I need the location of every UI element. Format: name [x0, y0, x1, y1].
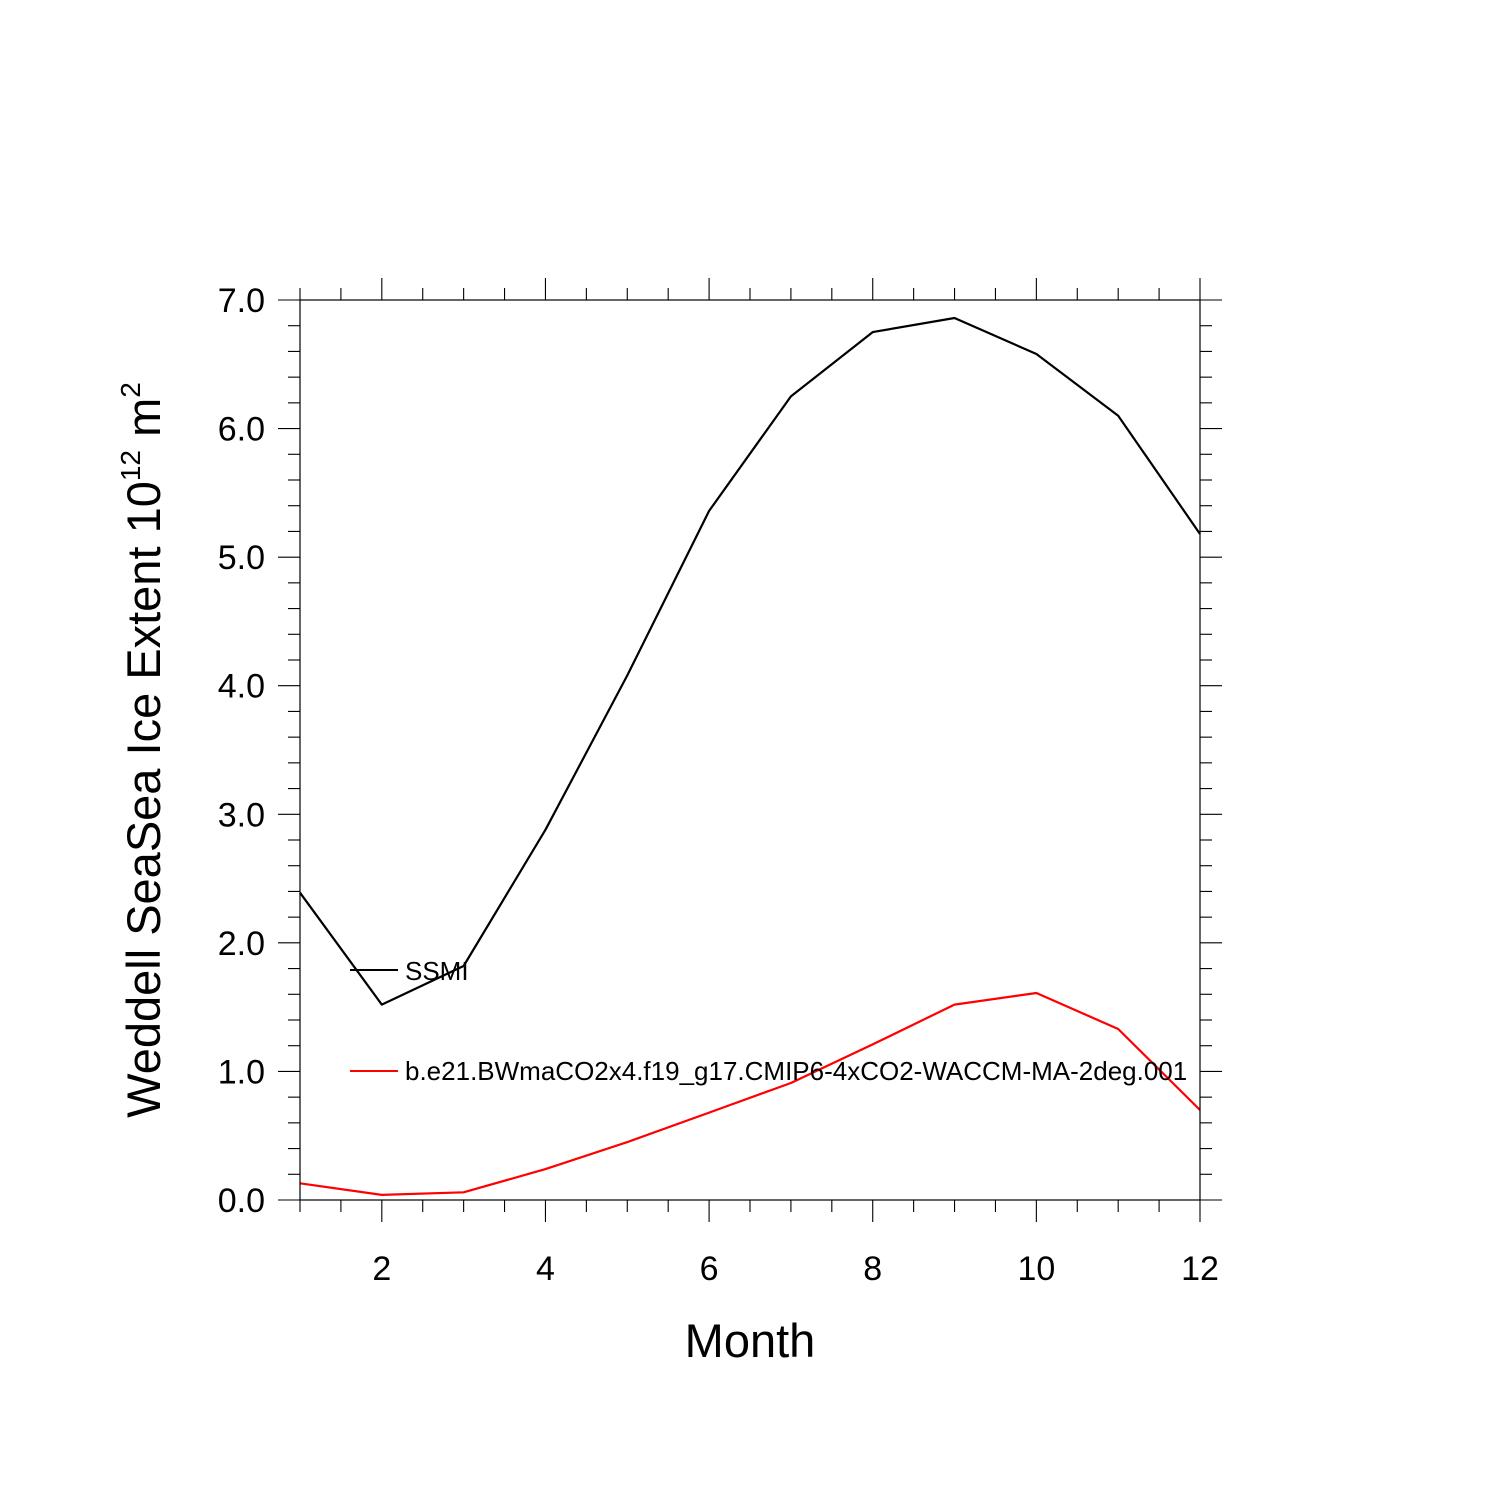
x-axis-label: Month: [685, 1314, 816, 1367]
legend-label-model: b.e21.BWmaCO2x4.f19_g17.CMIP6-4xCO2-WACC…: [405, 1056, 1187, 1086]
y-axis-label-main: Weddell SeaSea Ice Extent 10: [117, 481, 170, 1118]
x-tick-label: 6: [700, 1250, 719, 1288]
x-tick-label: 8: [863, 1250, 882, 1288]
y-tick-label: 5.0: [218, 539, 265, 577]
x-tick-label: 4: [536, 1250, 555, 1288]
y-axis-label-exponent: 12: [115, 450, 146, 481]
y-axis-label-unit: m: [117, 398, 170, 437]
series-line-1: [299, 991, 1201, 1197]
x-tick-label: 12: [1181, 1250, 1219, 1288]
y-tick-label: 1.0: [218, 1053, 265, 1091]
series-layer: [299, 316, 1201, 1197]
plot-frame: [299, 299, 1201, 1201]
x-tick-label: 2: [372, 1250, 391, 1288]
tick-labels: 2 4 6 8 10 12 0.0 1.0 2.0 3.0 4.0 5.0 6.0 7.0: [218, 282, 1219, 1288]
legend-label-ssmi: SSMI: [405, 956, 469, 986]
series-line-0: [299, 316, 1201, 1006]
y-axis-label-unit-exponent: 2: [115, 382, 146, 398]
y-tick-label: 6.0: [218, 411, 265, 449]
x-tick-label: 10: [1017, 1250, 1055, 1288]
minor-ticks: [288, 288, 1212, 1212]
y-tick-label: 0.0: [218, 1182, 265, 1220]
y-tick-label: 4.0: [218, 668, 265, 706]
major-ticks: [278, 278, 1222, 1222]
legend: SSMI b.e21.BWmaCO2x4.f19_g17.CMIP6-4xCO2…: [350, 956, 1187, 1086]
y-axis-label: Weddell SeaSea Ice Extent 1012 m2: [115, 382, 170, 1118]
y-tick-label: 2.0: [218, 925, 265, 963]
y-tick-label: 7.0: [218, 282, 265, 320]
y-tick-label: 3.0: [218, 796, 265, 834]
